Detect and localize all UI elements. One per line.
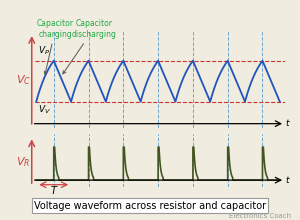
Text: $V_V$: $V_V$ xyxy=(38,103,50,116)
Text: Electronics Coach: Electronics Coach xyxy=(229,213,291,219)
Text: t: t xyxy=(285,119,289,128)
Text: Voltage waveform across resistor and capacitor: Voltage waveform across resistor and cap… xyxy=(34,201,266,211)
Text: T: T xyxy=(51,186,57,196)
Text: t: t xyxy=(285,176,289,185)
Text: Capacitor
discharging: Capacitor discharging xyxy=(63,19,116,74)
Text: $V_P$: $V_P$ xyxy=(38,44,50,57)
Text: $V_R$: $V_R$ xyxy=(16,155,31,169)
Text: Capacitor
charging: Capacitor charging xyxy=(37,19,74,74)
Text: $V_C$: $V_C$ xyxy=(16,73,31,87)
